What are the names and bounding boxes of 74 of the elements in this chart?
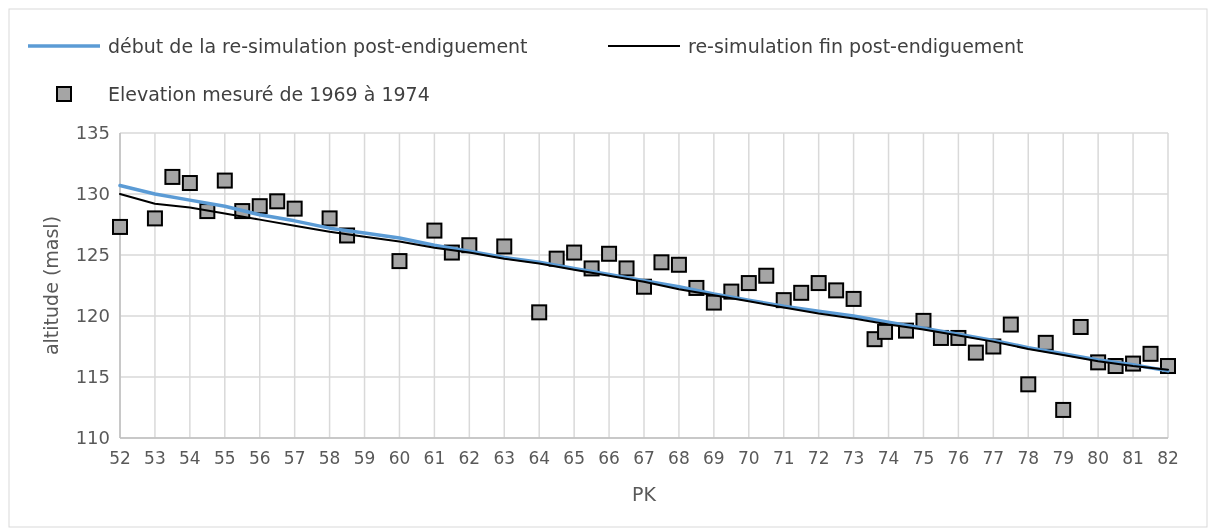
x-tick-label: 67 [633,448,655,468]
x-axis-title: PK [632,483,657,505]
x-tick-label: 61 [423,448,446,468]
y-tick-label: 120 [75,305,110,327]
point [845,290,862,307]
x-tick-label: 74 [877,448,900,468]
x-tick-label: 68 [668,448,690,468]
point [740,275,757,292]
point [216,172,233,189]
point [426,222,443,239]
point [1072,318,1089,335]
x-tick-label: 63 [493,448,516,468]
point [112,218,128,235]
point [810,275,827,292]
point [496,238,513,255]
point [1055,401,1072,418]
point [321,210,338,227]
point [1002,316,1019,333]
point [391,253,408,270]
x-tick-label: 79 [1052,448,1075,468]
point [758,267,775,284]
x-tick-label: 59 [353,448,376,468]
x-tick-label: 52 [109,448,131,468]
point [269,193,286,210]
point [705,294,722,311]
x-tick-label: 55 [213,448,236,468]
legend-label: re-simulation fin post-endiguement [688,34,1024,57]
legend-label: début de la re-simulation post-endiguement [108,34,528,57]
point [531,304,548,321]
y-axis-title: altitude (masl) [40,215,62,356]
x-tick-label: 57 [283,448,306,468]
x-tick-label: 58 [318,448,341,468]
y-tick-label: 130 [75,183,110,205]
legend-label: Elevation mesuré de 1969 à 1974 [108,82,430,105]
point [181,175,198,192]
y-tick-label: 110 [75,427,110,449]
x-tick-label: 65 [563,448,585,468]
x-tick-label: 60 [388,448,411,468]
x-tick-label: 75 [912,448,935,468]
x-tick-label: 72 [807,448,830,468]
x-tick-label: 73 [842,448,865,468]
x-tick-label: 71 [772,448,795,468]
point [967,344,984,361]
point [828,282,845,299]
point [793,284,810,301]
y-tick-label: 135 [75,122,110,144]
point [877,323,894,340]
x-tick-label: 82 [1157,448,1179,468]
point [146,210,163,227]
x-tick-label: 76 [947,448,970,468]
point [601,245,618,262]
x-tick-label: 80 [1087,448,1109,468]
y-tick-label: 125 [75,244,110,266]
x-tick-label: 81 [1122,448,1144,468]
point [653,254,670,271]
point [1020,376,1037,393]
x-tick-label: 70 [737,448,760,468]
x-tick-label: 62 [458,448,481,468]
x-tick-label: 77 [982,448,1005,468]
x-tick-label: 53 [144,448,166,468]
point [1142,345,1159,362]
x-tick-label: 78 [1017,448,1040,468]
x-tick-label: 54 [179,448,201,468]
y-tick-label: 115 [75,366,110,388]
point [618,260,635,277]
x-tick-label: 69 [703,448,725,468]
point [251,198,268,215]
x-tick-label: 66 [598,448,620,468]
x-tick-label: 56 [248,448,271,468]
point [566,244,583,261]
point [286,200,303,217]
point [670,256,687,273]
x-tick-label: 64 [528,448,551,468]
point [164,168,181,185]
